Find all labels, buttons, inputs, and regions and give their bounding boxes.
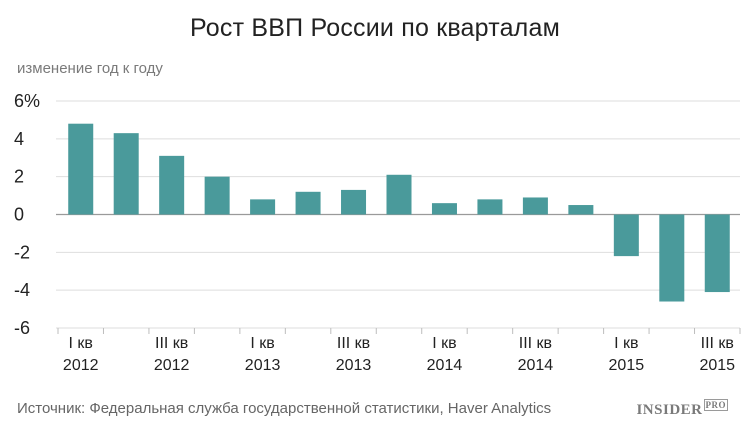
y-tick-label: -6 <box>14 318 30 338</box>
bar <box>704 214 730 293</box>
bar <box>613 214 639 257</box>
bar-chart: 6% 4 2 0 -2 -4 -6 I кв 2012 III кв 2012 I кв 2013 III… <box>14 91 741 374</box>
y-tick-label: 0 <box>14 205 24 225</box>
bar <box>568 205 594 215</box>
bar <box>204 176 230 215</box>
x-tick-year: 2012 <box>154 357 190 374</box>
bar <box>68 123 94 215</box>
x-tick-label: III кв <box>519 335 552 352</box>
x-tick-label: I кв <box>69 335 93 352</box>
bar <box>431 203 457 215</box>
chart-title: Рост ВВП России по кварталам <box>190 14 560 42</box>
y-tick-label: 6% <box>14 91 40 111</box>
bar <box>522 197 548 215</box>
x-tick-label: I кв <box>614 335 638 352</box>
x-tick-label: III кв <box>701 335 734 352</box>
x-tick-label: I кв <box>250 335 274 352</box>
x-tick-year: 2012 <box>63 357 99 374</box>
x-tick-label: III кв <box>337 335 370 352</box>
bar <box>159 155 185 215</box>
bar <box>250 199 276 215</box>
bar <box>295 191 321 215</box>
x-tick-year: 2013 <box>336 357 372 374</box>
bar <box>113 133 139 215</box>
x-tick-label: III кв <box>155 335 188 352</box>
x-tick-label: I кв <box>432 335 456 352</box>
x-tick-year: 2014 <box>518 357 554 374</box>
y-tick-label: 2 <box>14 167 24 187</box>
bar <box>659 214 685 302</box>
bar <box>341 189 367 215</box>
x-tick-year: 2015 <box>609 357 645 374</box>
y-axis-label: изменение год к году <box>17 60 163 77</box>
y-tick-label: 4 <box>14 129 24 149</box>
bar <box>477 199 503 215</box>
x-tick-year: 2013 <box>245 357 281 374</box>
x-tick-year: 2015 <box>699 357 735 374</box>
bar <box>386 174 412 215</box>
x-tick-year: 2014 <box>427 357 463 374</box>
source-note: Источник: Федеральная служба государстве… <box>17 400 552 417</box>
brand-logo: INSIDER PRO <box>636 399 728 418</box>
y-tick-label: -4 <box>14 280 30 300</box>
y-tick-label: -2 <box>14 242 30 262</box>
